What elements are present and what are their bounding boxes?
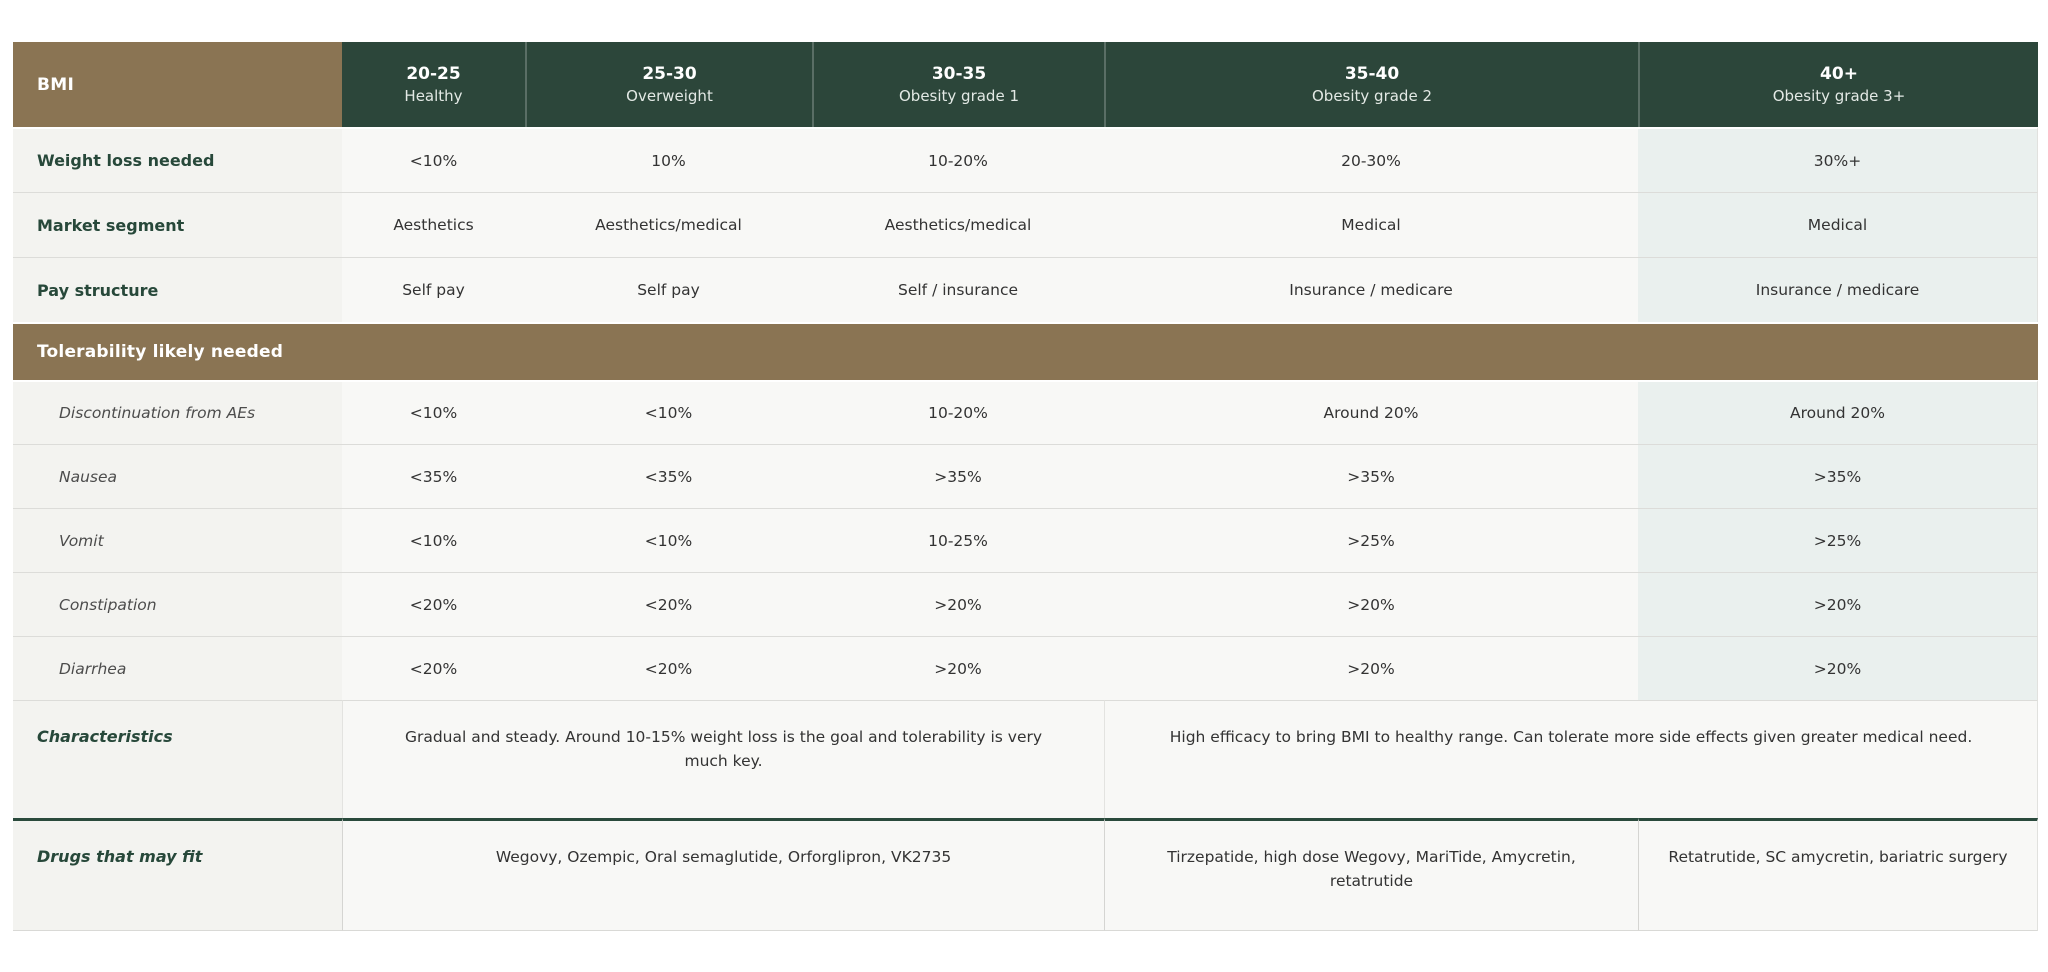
section-header-label: Tolerability likely needed xyxy=(13,322,2038,380)
row-label: Diarrhea xyxy=(13,636,342,700)
cell-value: Aesthetics xyxy=(342,192,525,257)
row-diarrhea: Diarrhea <20% <20% >20% >20% >20% xyxy=(13,636,2038,700)
bmi-category: Overweight xyxy=(626,86,713,105)
cell-value: <20% xyxy=(342,572,525,636)
cell-value: >20% xyxy=(1638,636,2038,700)
cell-value: <20% xyxy=(525,572,812,636)
row-characteristics: Characteristics Gradual and steady. Arou… xyxy=(13,700,2038,818)
cell-value: >20% xyxy=(812,636,1104,700)
bmi-category: Obesity grade 3+ xyxy=(1772,86,1906,105)
cell-value: Around 20% xyxy=(1638,380,2038,444)
cell-value: Self pay xyxy=(525,257,812,322)
cell-value: >35% xyxy=(812,444,1104,508)
cell-value: <10% xyxy=(525,380,812,444)
bmi-segmentation-table: BMI 20-25 Healthy 25-30 Overweight 30-35… xyxy=(13,42,2038,931)
cell-value: >25% xyxy=(1104,508,1638,572)
cell-value: >25% xyxy=(1638,508,2038,572)
column-header-25-30: 25-30 Overweight xyxy=(525,42,812,127)
bmi-category: Obesity grade 1 xyxy=(898,86,1019,105)
column-header-40plus: 40+ Obesity grade 3+ xyxy=(1638,42,2038,127)
row-label: Constipation xyxy=(13,572,342,636)
cell-value: >35% xyxy=(1104,444,1638,508)
cell-value: <20% xyxy=(525,636,812,700)
cell-value: 20-30% xyxy=(1104,127,1638,192)
cell-value: 30%+ xyxy=(1638,127,2038,192)
section-header-tolerability: Tolerability likely needed xyxy=(13,322,2038,380)
row-weight-loss-needed: Weight loss needed <10% 10% 10-20% 20-30… xyxy=(13,127,2038,192)
cell-value: >20% xyxy=(812,572,1104,636)
cell-value: <10% xyxy=(342,380,525,444)
row-discontinuation: Discontinuation from AEs <10% <10% 10-20… xyxy=(13,380,2038,444)
row-vomit: Vomit <10% <10% 10-25% >25% >25% xyxy=(13,508,2038,572)
bmi-range: 30-35 xyxy=(931,63,987,84)
cell-value: Aesthetics/medical xyxy=(812,192,1104,257)
row-label: Vomit xyxy=(13,508,342,572)
cell-value: <10% xyxy=(342,127,525,192)
cell-value: >20% xyxy=(1104,572,1638,636)
row-constipation: Constipation <20% <20% >20% >20% >20% xyxy=(13,572,2038,636)
cell-value: <35% xyxy=(525,444,812,508)
row-label: Characteristics xyxy=(13,700,342,818)
bmi-category: Healthy xyxy=(404,86,463,105)
cell-value: Medical xyxy=(1638,192,2038,257)
cell-value: <10% xyxy=(342,508,525,572)
header-row: BMI 20-25 Healthy 25-30 Overweight 30-35… xyxy=(13,42,2038,127)
row-label: Discontinuation from AEs xyxy=(13,380,342,444)
drugs-low-bmi-cell: Wegovy, Ozempic, Oral semaglutide, Orfor… xyxy=(342,818,1104,931)
column-header-30-35: 30-35 Obesity grade 1 xyxy=(812,42,1104,127)
bmi-category: Obesity grade 2 xyxy=(1311,86,1432,105)
cell-value: Insurance / medicare xyxy=(1638,257,2038,322)
bmi-range: 20-25 xyxy=(406,63,461,84)
bmi-range: 40+ xyxy=(1820,63,1858,84)
row-label: Pay structure xyxy=(13,257,342,322)
cell-value: Medical xyxy=(1104,192,1638,257)
cell-value: <10% xyxy=(525,508,812,572)
bmi-range: 25-30 xyxy=(642,63,697,84)
row-label: Weight loss needed xyxy=(13,127,342,192)
cell-value: 10-20% xyxy=(812,127,1104,192)
cell-value: 10% xyxy=(525,127,812,192)
row-label: Drugs that may fit xyxy=(13,818,342,931)
cell-value: >20% xyxy=(1638,572,2038,636)
row-label: Nausea xyxy=(13,444,342,508)
cell-value: 10-20% xyxy=(812,380,1104,444)
characteristics-high-bmi-text: High efficacy to bring BMI to healthy ra… xyxy=(1104,700,2038,818)
drugs-mid-bmi-cell: Tirzepatide, high dose Wegovy, MariTide,… xyxy=(1104,818,1638,931)
cell-value: Aesthetics/medical xyxy=(525,192,812,257)
cell-value: Insurance / medicare xyxy=(1104,257,1638,322)
column-header-20-25: 20-25 Healthy xyxy=(342,42,525,127)
cell-value: Self pay xyxy=(342,257,525,322)
cell-value: Self / insurance xyxy=(812,257,1104,322)
bmi-range: 35-40 xyxy=(1344,63,1400,84)
characteristics-low-bmi-text: Gradual and steady. Around 10-15% weight… xyxy=(342,700,1104,818)
cell-value: <20% xyxy=(342,636,525,700)
row-pay-structure: Pay structure Self pay Self pay Self / i… xyxy=(13,257,2038,322)
row-drugs-that-may-fit: Drugs that may fit Wegovy, Ozempic, Oral… xyxy=(13,818,2038,931)
table: BMI 20-25 Healthy 25-30 Overweight 30-35… xyxy=(13,42,2038,931)
cell-value: >20% xyxy=(1104,636,1638,700)
cell-value: 10-25% xyxy=(812,508,1104,572)
corner-header-bmi: BMI xyxy=(13,42,342,127)
column-header-35-40: 35-40 Obesity grade 2 xyxy=(1104,42,1638,127)
cell-value: >35% xyxy=(1638,444,2038,508)
row-nausea: Nausea <35% <35% >35% >35% >35% xyxy=(13,444,2038,508)
row-label: Market segment xyxy=(13,192,342,257)
cell-value: Around 20% xyxy=(1104,380,1638,444)
row-market-segment: Market segment Aesthetics Aesthetics/med… xyxy=(13,192,2038,257)
drugs-high-bmi-cell: Retatrutide, SC amycretin, bariatric sur… xyxy=(1638,818,2038,931)
cell-value: <35% xyxy=(342,444,525,508)
